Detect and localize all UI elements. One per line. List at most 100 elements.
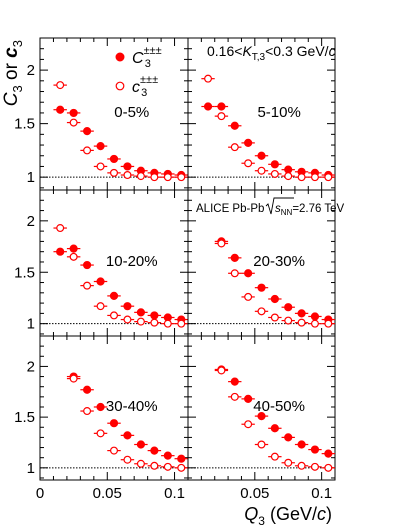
data-point-open bbox=[136, 172, 145, 181]
data-point-open bbox=[136, 459, 145, 468]
data-point-open bbox=[324, 463, 333, 472]
data-point-open bbox=[123, 315, 132, 324]
data-point-open bbox=[96, 302, 105, 311]
data-point-filled bbox=[136, 308, 146, 317]
data-point-open bbox=[177, 319, 186, 328]
data-point-open bbox=[96, 162, 105, 171]
data-point-filled bbox=[96, 277, 105, 286]
data-point-filled bbox=[244, 138, 253, 148]
data-point-open bbox=[83, 407, 92, 416]
series-c3 bbox=[201, 74, 335, 182]
data-point-open bbox=[123, 171, 132, 180]
panel-5-10%: 5-10% bbox=[187, 37, 336, 191]
data-point-filled bbox=[230, 121, 239, 130]
kt-symbol: K bbox=[242, 43, 252, 59]
data-point-filled bbox=[109, 419, 119, 428]
data-point-filled bbox=[96, 402, 105, 412]
data-point-open bbox=[109, 168, 118, 177]
x-tick-label: 0.1 bbox=[311, 485, 332, 502]
data-point-filled bbox=[257, 283, 266, 292]
panel-10-20%: 1 1.5 2 10-20% bbox=[14, 189, 189, 337]
data-point-filled bbox=[310, 445, 320, 454]
panel-30-40%: 1 1.5 2 30-40% bbox=[14, 335, 189, 481]
data-point-open bbox=[69, 118, 78, 127]
series-c3 bbox=[214, 366, 335, 472]
data-point-open bbox=[297, 173, 306, 182]
legend-entry-C3: C±±± 3 bbox=[115, 45, 162, 70]
data-point-filled bbox=[244, 394, 253, 403]
data-point-open bbox=[284, 172, 293, 181]
data-point-filled bbox=[82, 260, 92, 270]
series-C3 bbox=[214, 237, 335, 324]
data-point-filled bbox=[136, 440, 146, 449]
y-tick-label: 2 bbox=[27, 358, 35, 375]
data-point-filled bbox=[56, 105, 65, 114]
data-point-filled bbox=[270, 424, 279, 433]
kt-range-text: 0.16<KT,3<0.3 GeV/c bbox=[207, 43, 336, 63]
data-point-filled bbox=[284, 303, 293, 312]
legend-label-sub: 3 bbox=[141, 87, 147, 99]
x-tick-label: 0.1 bbox=[164, 485, 185, 502]
data-point-open bbox=[217, 366, 226, 375]
x-axis-title-subscript: 3 bbox=[258, 514, 265, 527]
experiment-label: ALICE Pb-Pb sNN=2.76 TeV bbox=[196, 197, 345, 217]
y-axis-title-c: c bbox=[1, 47, 22, 58]
data-point-filled bbox=[284, 433, 293, 442]
kt-suffix: <0.3 GeV/ bbox=[265, 43, 329, 59]
y-tick-label: 2 bbox=[27, 213, 35, 230]
data-point-open bbox=[310, 173, 319, 182]
y-tick-label: 1 bbox=[27, 169, 35, 186]
data-point-open bbox=[230, 143, 239, 152]
x-tick-label: 0 bbox=[36, 485, 44, 502]
data-point-open bbox=[257, 307, 266, 316]
series-c3 bbox=[53, 81, 188, 182]
series-C3 bbox=[53, 105, 188, 180]
series-C3 bbox=[66, 372, 188, 463]
x-axis-title-symbol: Q bbox=[244, 504, 258, 524]
legend-label-main: C bbox=[132, 50, 144, 67]
data-point-open bbox=[230, 269, 239, 278]
data-point-open bbox=[150, 173, 159, 182]
centrality-label: 40-50% bbox=[253, 398, 305, 415]
data-point-open bbox=[204, 74, 213, 83]
series-c3 bbox=[53, 224, 188, 328]
panel-40-50%: 40-50% bbox=[187, 335, 336, 481]
data-point-open bbox=[163, 462, 172, 471]
data-point-open bbox=[150, 318, 159, 327]
y-axis-title-sub1: 3 bbox=[10, 85, 25, 92]
y-tick-label: 1.5 bbox=[14, 409, 35, 426]
data-point-open bbox=[109, 446, 118, 455]
data-point-open bbox=[270, 313, 279, 322]
data-point-open bbox=[297, 318, 306, 327]
data-point-filled bbox=[96, 142, 105, 151]
data-point-open bbox=[163, 319, 172, 328]
centrality-label: 10-20% bbox=[106, 253, 158, 270]
data-point-open bbox=[270, 169, 279, 178]
data-point-open bbox=[244, 292, 253, 301]
data-point-open bbox=[83, 281, 92, 290]
data-point-open bbox=[217, 112, 226, 121]
centrality-label: 20-30% bbox=[253, 253, 305, 270]
data-point-filled bbox=[82, 385, 92, 394]
centrality-label: 0-5% bbox=[114, 104, 149, 121]
y-axis-label: C3 or c3 bbox=[1, 40, 25, 106]
series-c3 bbox=[214, 239, 335, 328]
y-axis-title: C3 or c3 bbox=[1, 40, 25, 106]
data-point-open bbox=[324, 319, 333, 328]
x-axis-title-unit-c: c bbox=[317, 504, 326, 524]
data-point-open bbox=[136, 317, 145, 326]
data-point-open bbox=[324, 173, 333, 182]
legend-label-sub: 3 bbox=[145, 58, 151, 70]
data-point-open bbox=[284, 316, 293, 325]
data-point-open bbox=[150, 461, 159, 470]
data-point-filled bbox=[150, 311, 159, 320]
centrality-label: 30-40% bbox=[106, 398, 158, 415]
data-point-filled bbox=[310, 312, 320, 321]
data-point-open bbox=[56, 224, 65, 233]
y-tick-label: 1.5 bbox=[14, 264, 35, 281]
data-point-filled bbox=[123, 302, 132, 311]
experiment-sub: NN bbox=[281, 208, 293, 217]
legend-label: C±±± 3 bbox=[132, 45, 162, 70]
data-point-open bbox=[284, 458, 293, 467]
data-point-filled bbox=[230, 377, 239, 386]
